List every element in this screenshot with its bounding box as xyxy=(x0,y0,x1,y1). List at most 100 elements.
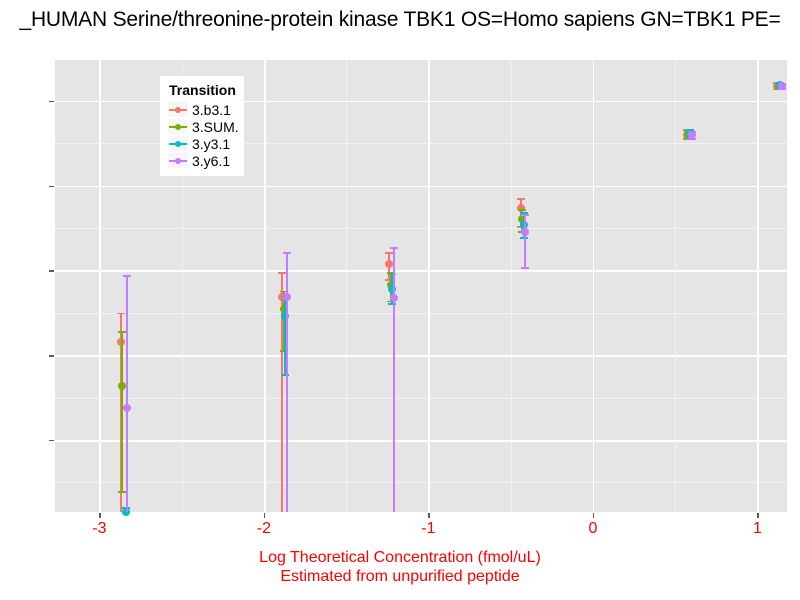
gridline-vertical xyxy=(675,60,677,512)
error-bar-cap-bottom xyxy=(519,237,528,239)
x-axis-title: Log Theoretical Concentration (fmol/uL) … xyxy=(0,548,800,586)
legend-key-icon xyxy=(168,102,188,117)
data-point xyxy=(121,508,130,516)
data-point xyxy=(282,292,291,301)
legend-title: Transition xyxy=(169,82,236,98)
legend-entry[interactable]: 3.y3.1 xyxy=(168,135,234,152)
gridline-horizontal xyxy=(55,270,787,272)
data-point xyxy=(384,259,393,268)
y-tick-mark xyxy=(49,439,54,442)
error-bar xyxy=(392,248,395,512)
error-bar-cap-top xyxy=(386,271,395,274)
error-bar-cap-bottom xyxy=(279,349,288,352)
gridline-vertical xyxy=(428,60,430,512)
gridline-vertical xyxy=(510,60,512,512)
data-point xyxy=(279,305,288,314)
y-tick-mark xyxy=(49,270,54,272)
error-bar xyxy=(121,332,124,493)
legend-entry[interactable]: 3.SUM. xyxy=(168,118,239,135)
error-bar xyxy=(281,272,283,512)
y-tick-mark xyxy=(49,355,54,357)
error-bar-cap-top xyxy=(519,212,528,215)
data-point xyxy=(118,382,127,391)
legend-entry[interactable]: 3.b3.1 xyxy=(168,101,234,118)
gridline-horizontal xyxy=(55,439,787,442)
y-tick-mark xyxy=(49,100,54,103)
error-bar-cap-top xyxy=(279,290,288,293)
gridline-vertical xyxy=(346,60,348,512)
error-bar xyxy=(119,313,122,512)
error-bar-cap-bottom xyxy=(386,300,395,303)
x-tick-mark xyxy=(263,513,266,518)
page-title: _HUMAN Serine/threonine-protein kinase T… xyxy=(19,8,781,31)
x-tick-mark xyxy=(428,513,430,518)
error-bar-cap-bottom xyxy=(281,374,290,377)
x-tick-label: -2 xyxy=(256,520,272,537)
legend-entry-label: 3.y6.1 xyxy=(192,152,231,169)
data-point xyxy=(386,280,395,289)
error-bar-cap-bottom xyxy=(388,303,397,306)
gridline-vertical xyxy=(99,60,101,512)
data-point xyxy=(516,204,525,213)
data-point xyxy=(389,294,398,303)
gridline-vertical xyxy=(263,60,266,512)
gridline-horizontal xyxy=(55,312,787,314)
data-point xyxy=(278,293,286,302)
x-tick-mark xyxy=(592,513,595,518)
legend-entry-label: 3.SUM. xyxy=(192,118,239,135)
x-tick-mark xyxy=(99,513,101,518)
error-bar-cap-bottom xyxy=(118,491,127,494)
gridline-horizontal xyxy=(55,397,787,399)
data-point xyxy=(116,338,125,347)
gridline-vertical xyxy=(181,60,183,512)
error-bar-cap-top xyxy=(282,252,291,255)
gridline-horizontal xyxy=(55,143,787,145)
x-axis-title-line1: Log Theoretical Concentration (fmol/uL) xyxy=(259,549,541,566)
error-bar-cap-top xyxy=(516,198,525,200)
data-point xyxy=(123,403,132,412)
legend-key-icon xyxy=(168,136,188,151)
legend-entry-label: 3.y3.1 xyxy=(192,135,231,152)
gridline-horizontal xyxy=(55,482,787,484)
data-point xyxy=(687,131,696,140)
data-point xyxy=(281,312,290,321)
error-bar-cap-bottom xyxy=(521,266,530,269)
error-bar-cap-top xyxy=(521,214,530,216)
data-point xyxy=(778,82,787,91)
error-bar-cap-top xyxy=(384,252,393,255)
gridline-vertical xyxy=(592,60,595,512)
error-bar-cap-top xyxy=(278,271,286,274)
legend-entry[interactable]: 3.y6.1 xyxy=(168,152,234,169)
gridline-horizontal xyxy=(55,185,787,188)
error-bar-cap-top xyxy=(388,273,397,276)
legend-key-icon xyxy=(168,153,188,168)
x-tick-label: -1 xyxy=(421,520,436,537)
error-bar-cap-top xyxy=(123,275,132,278)
data-point xyxy=(388,284,397,293)
gridline-horizontal xyxy=(55,100,787,103)
data-point xyxy=(519,220,528,229)
x-tick-label: 0 xyxy=(588,520,598,537)
legend-key-icon xyxy=(168,119,188,134)
error-bar-cap-top xyxy=(121,506,130,509)
x-tick-mark xyxy=(757,513,759,518)
error-bar-cap-top xyxy=(116,312,125,315)
y-tick-mark xyxy=(49,185,54,187)
legend: Transition 3.b3.1 3.SUM. 3.y3.1 3.y6.1 xyxy=(160,76,244,176)
x-tick-label: -3 xyxy=(92,520,107,537)
legend-entries: 3.b3.1 3.SUM. 3.y3.1 3.y6.1 xyxy=(168,101,239,169)
error-bar xyxy=(285,253,288,512)
error-bar xyxy=(282,291,285,351)
gridline-horizontal xyxy=(55,355,787,357)
legend-entry-label: 3.b3.1 xyxy=(192,101,231,118)
error-bar xyxy=(284,296,287,376)
error-bar xyxy=(126,276,129,512)
error-bar-cap-bottom xyxy=(384,279,393,282)
x-axis-title-line2: Estimated from unpurified peptide xyxy=(280,568,520,585)
error-bar-cap-top xyxy=(118,331,127,333)
x-tick-label: 1 xyxy=(752,520,762,537)
error-bar-cap-top xyxy=(389,247,398,250)
gridline-horizontal xyxy=(55,227,787,229)
error-bar-cap-top xyxy=(518,209,527,211)
